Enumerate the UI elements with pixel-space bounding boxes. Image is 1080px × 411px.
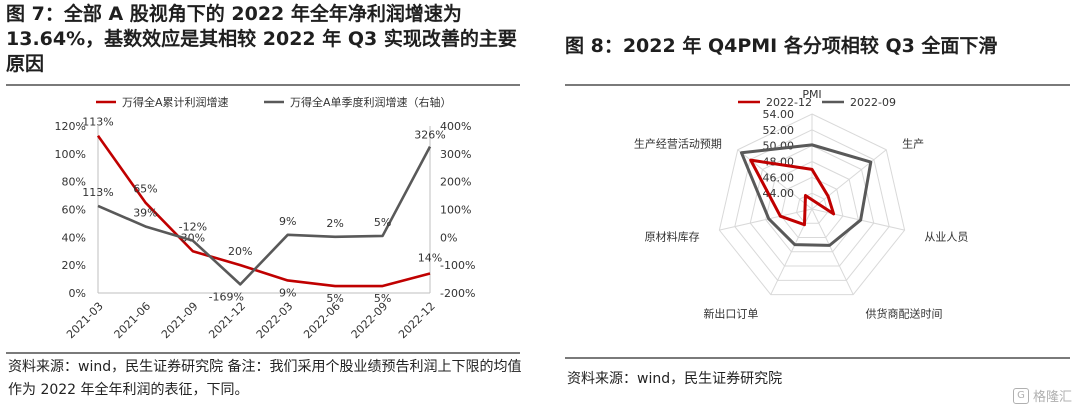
data-label: 14% [418,252,442,265]
data-label: 5% [374,216,391,229]
radar-axis-label: 生产 [902,137,924,151]
watermark-text: 格隆汇 [1032,390,1072,405]
data-label: 5% [326,292,343,305]
series-2022-09-polygon [739,143,873,247]
radar-grid-ring [796,192,828,224]
figure7-line-chart: 0% 20% 40% 60% 80% 100% 120% -200% -100% 0% 100% 20… [55,95,476,342]
x-tick-label: 2021-09 [159,300,201,342]
left-y-tick-label: 40% [62,231,86,244]
figure8-title: 图 8：2022 年 Q4PMI 各分项相较 Q3 全面下滑 [565,35,998,57]
left-y-tick-label: 60% [62,204,86,217]
radar-grid-ring [780,176,844,239]
radar-spoke [811,208,854,295]
x-tick-label: 2021-06 [112,300,154,342]
data-label: 9% [279,215,296,228]
legend-label: 2022-09 [850,96,896,109]
figure8-radar-chart: 44.0046.0048.0050.0052.0054.00PMI生产从业人员供… [634,88,968,321]
figure8-bottom-rule [565,357,1070,359]
right-y-tick-label: 0% [440,231,457,244]
data-label: 20% [228,245,252,258]
radar-axis-label: 原材料库存 [645,229,700,243]
figure7-source-note: 资料来源：wind，民生证券研究院 备注：我们采用个股业绩预告利润上下限的均值作… [8,359,522,398]
watermark: G 格隆汇 [1012,386,1072,405]
data-label: 65% [133,183,157,196]
x-tick-label: 2021-03 [64,300,106,342]
data-label: 113% [82,116,113,129]
data-label: 113% [82,186,113,199]
x-tick-label: 2022-09 [349,300,391,342]
left-y-tick-label: 100% [55,148,86,161]
right-y-tick-label: -100% [440,259,475,272]
data-label: 9% [279,286,296,299]
series-quarterly-line [97,145,432,286]
figure8-source-note: 资料来源：wind，民生证券研究院 [567,371,783,387]
radar-grid-ring [718,113,906,296]
series-cumulative-line [96,134,431,288]
x-tick-label: 2021-12 [206,300,248,342]
radar-spoke [811,149,887,210]
left-y-tick-label: 120% [55,120,86,133]
radar-grid-ring [765,160,859,253]
x-tick-label: 2022-06 [301,300,343,342]
x-tick-label: 2022-12 [396,300,438,342]
radar-axis-label: 供货商配送时间 [866,307,943,321]
series-2022-12-polygon [749,158,836,227]
legend-label: 2022-12 [766,96,812,109]
right-y-tick-label: 100% [440,204,471,217]
radar-tick-label: 54.00 [763,108,795,121]
radar-axis-label: 生产经营活动预期 [634,137,722,151]
left-y-tick-label: 20% [62,259,86,272]
data-label: 30% [181,231,205,244]
figure7-title: 图 7：全部 A 股视角下的 2022 年全年净利润增速为 13.64%，基数效… [6,3,517,75]
left-panel: 图 7：全部 A 股视角下的 2022 年全年净利润增速为 13.64%，基数效… [0,0,530,411]
left-y-tick-label: 80% [62,176,86,189]
radar-spoke [719,208,813,231]
right-y-tick-label: 200% [440,176,471,189]
right-panel: 图 8：2022 年 Q4PMI 各分项相较 Q3 全面下滑 44.00 46.0… [555,0,1080,411]
legend-label: 万得全A单季度利润增速（右轴） [290,95,452,109]
data-label: 326% [414,129,445,142]
left-y-tick-label: 0% [69,287,86,300]
figure7-top-rule [6,84,520,86]
data-label: 2% [326,217,343,230]
data-label: 5% [374,292,391,305]
right-y-tick-label: 400% [440,120,471,133]
radar-axis-label: PMI [802,88,821,101]
x-tick-label: 2022-03 [254,300,296,342]
right-y-tick-label: 300% [440,148,471,161]
legend-label: 万得全A累计利润增速 [122,95,229,109]
data-label: -169% [209,290,244,303]
radar-axis-label: 从业人员 [924,230,968,243]
watermark-logo-icon: G [1012,387,1029,404]
data-label: 39% [133,206,157,219]
radar-tick-label: 52.00 [763,124,795,137]
right-y-tick-label: -200% [440,287,475,300]
radar-tick-label: 46.00 [763,171,795,184]
data-label: -12% [179,221,207,234]
radar-spoke [811,208,905,231]
radar-axis-label: 新出口订单 [703,307,758,321]
figure8-top-rule [565,84,1070,86]
figure7-bottom-rule [6,352,520,354]
